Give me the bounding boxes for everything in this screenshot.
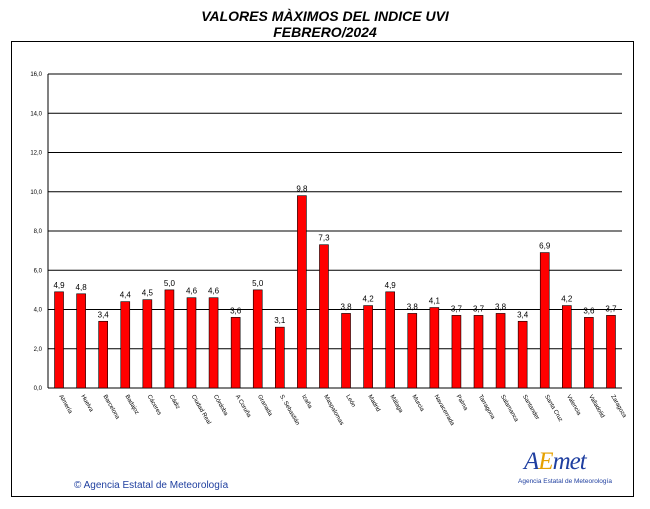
y-tick-label: 0,0 <box>34 386 43 392</box>
category-label: Valladolid <box>587 394 605 419</box>
bar <box>230 317 241 389</box>
data-label: 4,2 <box>561 295 573 304</box>
bar <box>451 315 462 389</box>
data-label: 7,3 <box>318 234 330 243</box>
bar <box>429 307 440 389</box>
bar <box>275 326 285 389</box>
aemet-logo: AEmet Agencia Estatal de Meteorología <box>516 448 612 490</box>
data-label: 4,6 <box>208 287 220 296</box>
bar <box>142 299 153 389</box>
y-tick-label: 6,0 <box>34 268 43 274</box>
category-label: Ciudad Real <box>190 394 212 426</box>
bar <box>341 313 351 389</box>
y-tick-label: 4,0 <box>34 308 43 314</box>
y-tick-label: 12,0 <box>30 151 42 157</box>
data-label: 4,4 <box>120 291 132 300</box>
aemet-logo-subtitle: Agencia Estatal de Meteorología <box>518 478 612 485</box>
aemet-logo-word: AEmet <box>524 448 587 475</box>
bar <box>252 289 263 389</box>
bar <box>54 291 64 389</box>
data-label: 4,9 <box>385 281 397 290</box>
chart-title: VALORES MÀXIMOS DEL INDICE UVI <box>201 8 449 24</box>
category-label: Málaga <box>388 394 403 415</box>
y-tick-label: 10,0 <box>30 190 42 196</box>
bar <box>164 289 175 389</box>
category-label: Granada <box>256 394 273 418</box>
data-label: 4,8 <box>76 283 88 292</box>
category-label: Palma <box>455 394 469 412</box>
bar <box>606 315 616 389</box>
data-label: 5,0 <box>252 279 264 288</box>
y-tick-label: 2,0 <box>34 347 43 353</box>
bar <box>473 315 484 389</box>
bar <box>319 244 329 389</box>
data-label: 4,6 <box>186 287 198 296</box>
data-label: 9,8 <box>296 185 308 194</box>
bar <box>584 317 594 389</box>
bar <box>208 297 219 389</box>
data-label: 3,7 <box>605 304 617 313</box>
category-label: Santander <box>521 394 540 421</box>
data-label: 4,5 <box>142 289 154 298</box>
category-label: Murcia <box>411 394 426 413</box>
category-label: Navacerrada <box>433 394 456 427</box>
category-label: Tarragona <box>477 394 496 421</box>
category-label: Santa Cruz <box>543 394 563 423</box>
category-label: Barcelona <box>101 394 120 421</box>
category-label: Valencia <box>565 394 582 417</box>
data-label: 3,4 <box>517 310 529 319</box>
data-label: 3,7 <box>451 304 463 313</box>
bar <box>407 313 418 389</box>
category-label: Maspalomas <box>322 394 344 426</box>
bar <box>495 313 506 389</box>
copyright-credit: © Agencia Estatal de Meteorología <box>74 480 229 491</box>
category-label: Cádiz <box>168 394 181 410</box>
data-label: 6,9 <box>539 242 551 251</box>
category-label: Zaragoza <box>609 394 627 420</box>
data-label: 3,1 <box>274 316 286 325</box>
y-tick-label: 8,0 <box>34 229 43 235</box>
data-label: 3,7 <box>473 304 485 313</box>
bar <box>517 320 528 389</box>
category-label: Izaña <box>300 394 313 410</box>
y-tick-label: 16,0 <box>30 72 42 78</box>
bar <box>120 301 131 389</box>
chart-subtitle: FEBRERO/2024 <box>273 24 377 40</box>
category-label: Cáceres <box>146 394 162 416</box>
bar <box>363 305 373 389</box>
category-label: Huelva <box>79 394 94 414</box>
data-label: 5,0 <box>164 279 176 288</box>
category-label: A Coruña <box>234 394 252 419</box>
bar <box>98 320 108 389</box>
category-label: León <box>344 394 356 409</box>
category-label: Madrid <box>366 394 380 413</box>
data-label: 3,8 <box>407 302 419 311</box>
bar <box>562 305 572 389</box>
category-label: Badajoz <box>124 394 140 416</box>
data-label: 3,6 <box>583 306 595 315</box>
bar <box>539 252 550 389</box>
bar <box>186 297 197 389</box>
data-label: 3,6 <box>230 306 242 315</box>
bar <box>76 293 86 389</box>
category-label: Almería <box>57 394 73 415</box>
bar <box>297 195 307 389</box>
category-label: Salamanca <box>499 394 520 424</box>
bar <box>385 291 395 389</box>
data-label: 3,8 <box>495 302 507 311</box>
y-tick-label: 14,0 <box>30 111 42 117</box>
data-label: 4,1 <box>429 297 441 306</box>
category-label: S. Sebastián <box>278 394 300 426</box>
data-label: 4,9 <box>53 281 65 290</box>
data-label: 3,8 <box>340 302 352 311</box>
data-label: 3,4 <box>98 310 110 319</box>
category-label: Córdoba <box>212 394 229 418</box>
data-label: 4,2 <box>363 295 375 304</box>
